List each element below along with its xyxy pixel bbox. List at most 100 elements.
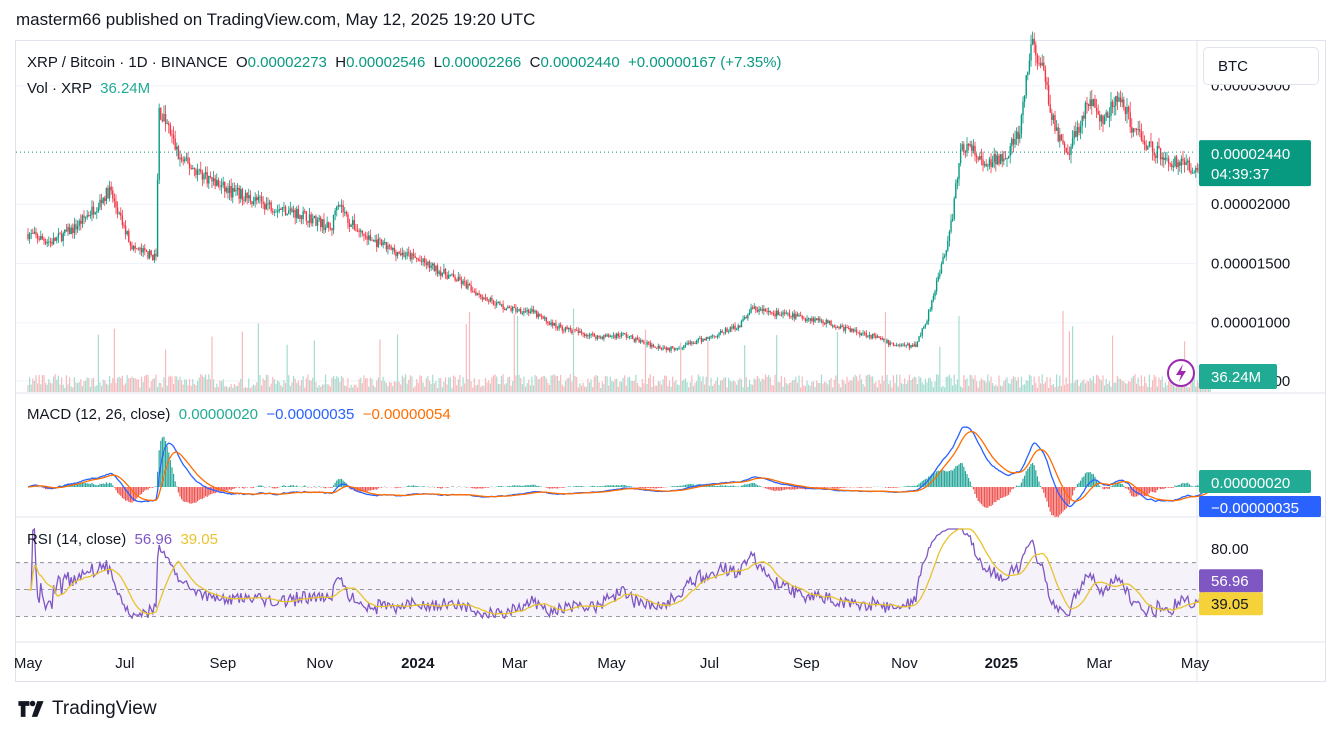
candle-body [336,206,338,211]
volume-bar [209,379,211,392]
currency-button[interactable]: BTC [1203,47,1319,85]
candle-body [451,273,453,275]
candle-body [385,242,388,250]
time-tick-label: May [14,655,43,672]
volume-bar [827,384,829,392]
macd-hist-bar [948,470,951,487]
candle-body [179,157,181,160]
volume-bar [793,379,795,392]
candle-body [707,337,709,339]
macd-hist-bar [1156,487,1158,490]
tradingview-brand[interactable]: TradingView [16,698,157,720]
macd-hist-bar [865,487,867,488]
macd-hist-bar [372,487,375,490]
candle-body [569,327,571,331]
candle-body [353,220,356,230]
author-name[interactable]: masterm66 [16,10,102,29]
macd-hist-bar [1139,487,1141,495]
symbol-label[interactable]: XRP / Bitcoin · 1D · BINANCE [27,54,228,71]
volume-bar [41,375,43,392]
macd-hist-bar [355,487,357,492]
candle-body [667,347,669,351]
volume-bar [470,381,472,392]
volume-bar [196,381,199,392]
candle-body [40,236,42,240]
volume-bar [246,387,248,392]
candle-body [990,159,992,167]
volume-bar [849,380,851,392]
candle-body [169,125,172,135]
volume-bar [371,378,373,392]
candle-body [1097,111,1099,115]
volume-label[interactable]: Vol · XRP [27,80,92,97]
volume-bar [635,374,637,392]
volume-bar [644,329,647,392]
macd-hist-bar [1137,487,1139,496]
volume-bar [78,382,80,392]
volume-bar [740,379,743,392]
macd-hist-bar [726,485,728,487]
volume-bar [708,385,711,392]
macd-hist-bar [313,486,315,487]
candle-body [195,169,197,176]
macd-hist-bar [200,487,202,499]
macd-hist-bar [161,437,163,487]
candle-body [342,205,344,213]
volume-bar [788,382,791,392]
candle-body [523,310,525,314]
candle-body [1079,126,1082,133]
time-tick-label: 2024 [401,655,435,672]
macd-hist-bar [1129,487,1131,494]
candle-body [430,265,432,268]
rsi-label[interactable]: RSI (14, close) [27,531,127,548]
macd-hist-bar [1027,468,1029,487]
volume-bar [897,386,899,392]
volume-bar [1193,376,1195,392]
candle-body [315,215,317,226]
macd-hist-bar [1097,482,1099,487]
volume-bar [744,345,746,392]
candle-body [1195,168,1197,173]
volume-bar [830,377,832,392]
volume-bar [204,374,207,392]
macd-hist-bar [529,485,531,487]
macd-hist-bar [976,487,978,498]
candle-body [65,229,68,232]
macd-hist-bar [112,485,114,487]
candle-body [1182,158,1184,161]
macd-hist-bar [1183,483,1186,487]
candle-body [262,201,264,204]
volume-bar [230,384,232,392]
volume-bar [156,387,159,392]
candle-body [959,149,962,164]
candle-body [582,332,584,335]
macd-hist-bar [1086,472,1088,487]
volume-bar [889,380,891,392]
macd-hist-bar [649,487,651,489]
macd-hist-bar [1046,487,1048,502]
candle-body [907,343,909,346]
volume-bar [508,376,511,392]
candle-body [185,157,188,159]
volume-bar [318,385,320,392]
volume-bar [139,387,141,392]
volume-bar [987,374,989,392]
macd-hist-bar [116,487,119,494]
candle-body [428,261,431,268]
macd-hist-bar [145,487,147,490]
volume-bar [646,384,648,392]
volume-bar [529,385,531,392]
candle-body [822,320,824,324]
rsi-ma-badge [1199,592,1263,616]
macd-hist-bar [1070,487,1072,501]
candle-body [599,336,602,338]
candle-body [465,281,468,289]
candle-body [284,206,287,215]
candle-body [316,219,319,226]
macd-label[interactable]: MACD (12, 26, close) [27,406,171,423]
candle-body [588,335,591,337]
volume-bar [936,374,938,392]
volume-bar [1151,380,1154,392]
macd-hist-bar [1054,487,1056,518]
